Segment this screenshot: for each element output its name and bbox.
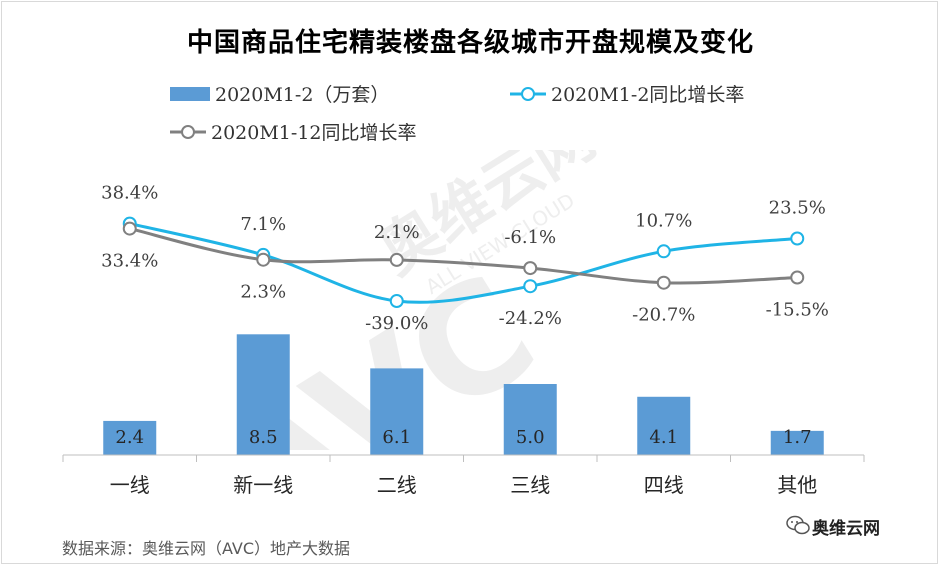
series-2-point-3[interactable]	[523, 261, 538, 276]
series-2-label-2: 2.1%	[374, 222, 420, 243]
series-line-2	[129, 227, 798, 285]
series-1-point-4[interactable]	[656, 244, 671, 259]
bar-4[interactable]	[637, 396, 691, 455]
bar-series	[103, 334, 824, 455]
category-label-2: 二线	[377, 473, 417, 497]
series-2-point-2[interactable]	[389, 252, 404, 267]
category-label-1: 新一线	[233, 473, 293, 497]
series-2-label-1: 2.3%	[240, 282, 286, 303]
series-1-label-2: -39.0%	[365, 313, 428, 334]
bar-label-5: 1.7	[783, 427, 812, 448]
legend-label-line2: 2020M1-12同比增长率	[211, 122, 417, 144]
bar-label-1: 8.5	[249, 427, 278, 448]
data-source: 数据来源：奥维云网（AVC）地产大数据	[62, 539, 351, 558]
series-1-point-5[interactable]	[790, 231, 805, 246]
legend-label-bar: 2020M1-2（万套）	[215, 84, 389, 106]
bar-label-4: 4.1	[649, 427, 678, 448]
category-label-5: 其他	[777, 473, 817, 497]
line-series	[122, 216, 805, 308]
bar-1[interactable]	[236, 334, 290, 455]
legend-marker-line2	[181, 125, 195, 139]
legend-label-line1: 2020M1-2同比增长率	[551, 84, 744, 106]
series-2-label-3: -6.1%	[504, 227, 556, 248]
series-1-point-2[interactable]	[389, 294, 404, 308]
series-2-point-5[interactable]	[790, 270, 805, 285]
bar-label-0: 2.4	[115, 427, 144, 448]
series-line-1	[129, 222, 798, 304]
series-1-point-3[interactable]	[523, 279, 538, 294]
series-1-label-3: -24.2%	[499, 308, 562, 329]
category-label-0: 一线	[110, 473, 150, 497]
series-1-label-5: 23.5%	[769, 198, 826, 219]
series-2-label-0: 33.4%	[101, 251, 158, 272]
series-1-label-4: 10.7%	[635, 210, 692, 231]
data-labels: 2.4 8.5 6.1 5.0 4.1 1.7 38.4% 7.1% -39.0% -24.2% 1…	[101, 183, 829, 448]
legend-item-bar[interactable]: 2020M1-2（万套）	[170, 84, 389, 106]
legend-item-line1[interactable]: 2020M1-2同比增长率	[510, 84, 744, 106]
series-1-label-1: 7.1%	[240, 214, 286, 235]
bar-label-2: 6.1	[382, 427, 411, 448]
series-2-point-4[interactable]	[656, 275, 671, 290]
legend: 2020M1-2（万套） 2020M1-2同比增长率 2020M1-12同比增长…	[170, 84, 744, 144]
category-label-4: 四线	[644, 473, 684, 497]
series-2-label-4: -20.7%	[632, 305, 695, 326]
bar-2[interactable]	[370, 368, 424, 455]
x-axis-labels: 一线 新一线 二线 三线 四线 其他	[110, 473, 818, 497]
series-2-point-1[interactable]	[256, 252, 271, 267]
series-2-point-0[interactable]	[122, 221, 137, 236]
bar-label-3: 5.0	[516, 427, 545, 448]
chart-title: 中国商品住宅精装楼盘各级城市开盘规模及变化	[186, 28, 754, 58]
x-axis-ticks	[62, 455, 865, 462]
legend-marker-line1	[521, 87, 535, 101]
bar-5[interactable]	[770, 430, 824, 455]
category-label-3: 三线	[510, 473, 550, 497]
bar-3[interactable]	[503, 384, 557, 455]
legend-swatch-bar	[170, 87, 210, 101]
legend-item-line2[interactable]: 2020M1-12同比增长率	[170, 122, 417, 144]
brand-name: 奥维云网	[812, 519, 880, 539]
series-1-label-0: 38.4%	[101, 183, 158, 204]
bar-0[interactable]	[103, 420, 157, 455]
wechat-icon	[786, 515, 810, 535]
series-2-label-5: -15.5%	[766, 300, 829, 321]
